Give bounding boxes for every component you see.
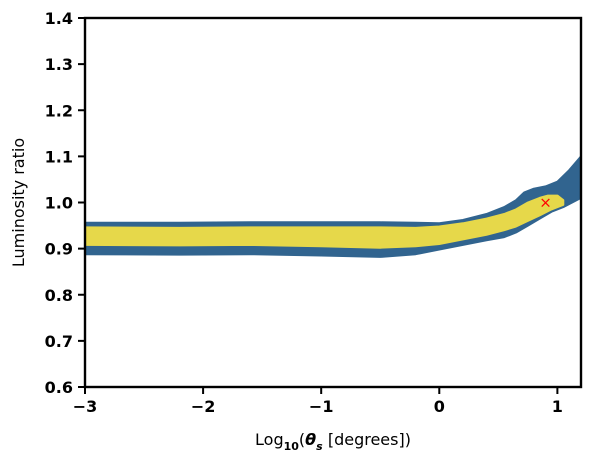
x-axis-ticks: −3 −2 −1 0 1 xyxy=(73,387,563,416)
best-fit-marker: × xyxy=(539,194,552,212)
confidence-regions xyxy=(85,155,581,258)
y-axis-ticks: 0.6 0.7 0.8 0.9 1.0 1.1 1.2 1.3 1.4 xyxy=(45,9,85,397)
y-tick-label: 1.1 xyxy=(45,147,73,166)
y-tick-label: 0.9 xyxy=(45,240,73,259)
y-tick-label: 0.7 xyxy=(45,332,73,351)
x-tick-label: −2 xyxy=(191,397,216,416)
x-axis-label: Log10(θs [degrees]) xyxy=(255,430,411,453)
x-tick-label: 1 xyxy=(552,397,563,416)
x-tick-label: −3 xyxy=(73,397,98,416)
y-tick-label: 1.0 xyxy=(45,194,73,213)
y-tick-label: 1.2 xyxy=(45,101,73,120)
y-tick-label: 0.8 xyxy=(45,286,73,305)
x-tick-label: −1 xyxy=(309,397,334,416)
y-tick-label: 1.3 xyxy=(45,55,73,74)
marker-layer: × xyxy=(539,194,552,212)
x-tick-label: 0 xyxy=(434,397,445,416)
y-tick-label: 1.4 xyxy=(45,9,73,28)
y-tick-label: 0.6 xyxy=(45,378,73,397)
plot-frame xyxy=(83,16,583,389)
region-inner xyxy=(85,194,565,249)
y-axis-label: Luminosity ratio xyxy=(9,138,28,267)
